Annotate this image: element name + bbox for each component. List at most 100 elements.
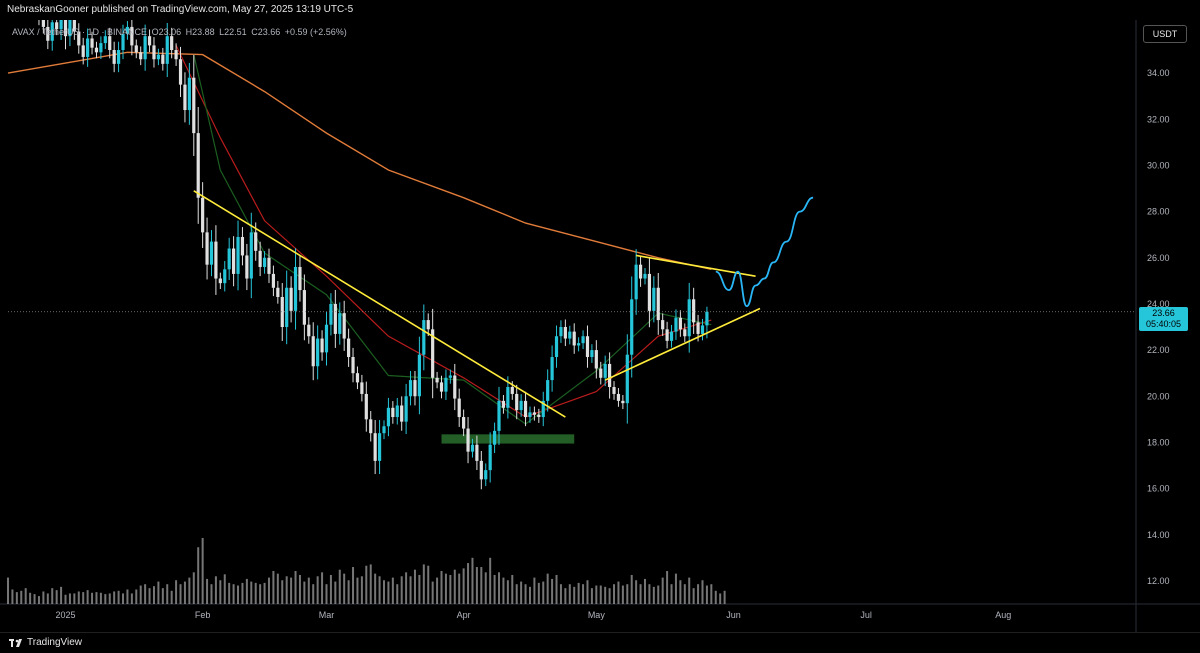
candle: [634, 249, 638, 315]
candle: [152, 37, 156, 68]
candle-body: [77, 31, 81, 46]
candle-body: [165, 36, 169, 64]
volume-bar: [559, 584, 562, 604]
moving-average-short: [193, 54, 712, 425]
volume-bar: [343, 573, 346, 604]
volume-bar: [577, 582, 580, 604]
volume-bar: [51, 588, 54, 604]
candle: [338, 302, 342, 345]
volume-bar: [719, 593, 722, 604]
candle: [55, 20, 59, 36]
candle-body: [408, 380, 413, 397]
candle-body: [612, 387, 616, 394]
candle-body: [316, 338, 320, 367]
candle-body: [537, 414, 541, 418]
volume-bar: [73, 593, 76, 604]
candle: [285, 270, 289, 345]
candle: [643, 268, 647, 285]
candle: [130, 20, 134, 56]
time-axis: 2025 Feb Mar Apr May Jun Jul Aug: [55, 610, 1011, 620]
candle: [240, 227, 245, 266]
volume-bar: [674, 573, 677, 604]
candle-body: [55, 22, 59, 30]
candle: [603, 355, 607, 387]
candle-body: [245, 255, 249, 279]
candle-body: [621, 400, 625, 404]
candle: [435, 371, 439, 389]
volume-bar: [542, 581, 545, 604]
candle-body: [400, 405, 404, 422]
volume-bar: [701, 580, 704, 604]
candle: [444, 369, 448, 400]
candle: [347, 328, 351, 367]
candle-body: [68, 20, 72, 37]
volume-bar: [679, 580, 682, 604]
time-tick-label: 2025: [55, 610, 75, 620]
candle-body: [435, 377, 439, 383]
candle-body: [298, 266, 302, 291]
candle-body: [594, 350, 598, 369]
legend-close: C23.66: [251, 27, 281, 37]
volume-bar: [422, 564, 425, 604]
volume-bar: [471, 557, 474, 604]
candle: [364, 381, 368, 432]
candle: [408, 370, 413, 406]
candle-body: [254, 232, 258, 251]
candle: [72, 20, 76, 40]
candle-body: [134, 45, 138, 53]
volume-bar: [449, 574, 452, 604]
candle-body: [444, 377, 448, 392]
volume-bar: [347, 580, 350, 604]
candle: [236, 220, 240, 291]
candle-body: [373, 433, 377, 461]
candle: [249, 212, 253, 299]
candle-body: [99, 43, 103, 53]
tradingview-brand[interactable]: TradingView: [9, 637, 82, 648]
candle-body: [320, 338, 324, 353]
volume-bar: [214, 576, 217, 604]
candle: [271, 265, 276, 297]
price-chart[interactable]: 12.00 14.00 16.00 18.00 20.00 22.00 24.00 26.00…: [0, 20, 1200, 632]
candle-body: [227, 248, 231, 270]
candle: [342, 300, 346, 351]
volume-bar: [15, 592, 18, 604]
candle-body: [523, 400, 528, 418]
volume-bar: [564, 588, 567, 604]
footer-bar: TradingView: [0, 632, 1200, 653]
price-tick-label: 34.00: [1147, 68, 1170, 78]
candle-body: [333, 303, 337, 334]
candle-body: [572, 331, 576, 346]
candle: [470, 438, 475, 458]
candle: [652, 276, 656, 323]
currency-button[interactable]: USDT: [1143, 25, 1187, 43]
volume-bar: [590, 588, 593, 604]
volume-bar: [219, 580, 222, 604]
candle: [227, 237, 231, 281]
candle-body: [223, 269, 227, 284]
volume-bar: [241, 582, 244, 604]
candle-body: [647, 273, 652, 311]
candle: [554, 325, 559, 368]
volume-bar: [657, 585, 660, 604]
candle-body: [568, 331, 572, 339]
candle-body: [382, 426, 386, 434]
volume-bar: [670, 584, 673, 604]
candle-body: [453, 375, 457, 399]
volume-bar: [383, 580, 385, 604]
candle: [324, 311, 329, 366]
candle: [608, 352, 612, 399]
volume-bar: [409, 576, 412, 604]
candle-body: [130, 26, 134, 46]
volume-bar: [387, 581, 390, 604]
candle-body: [236, 236, 240, 274]
candle: [258, 241, 262, 277]
candle-body: [280, 296, 284, 328]
legend-change: +0.59 (+2.56%): [284, 27, 347, 37]
candle: [178, 46, 183, 97]
volume-bar: [586, 580, 589, 604]
candle-body: [338, 313, 342, 334]
candle: [417, 336, 421, 415]
volume-bar: [515, 584, 518, 604]
volume-bar: [99, 592, 102, 604]
volume-bar: [144, 584, 147, 604]
